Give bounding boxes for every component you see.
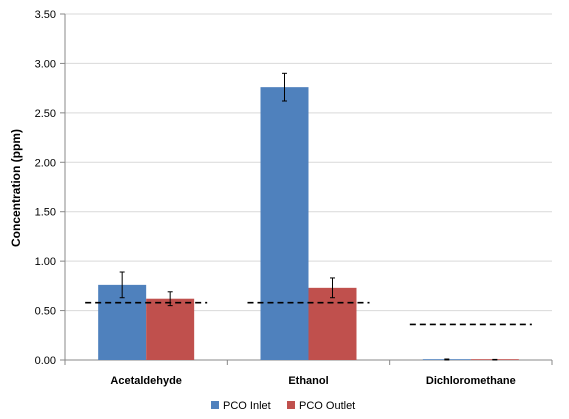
y-tick-label: 1.50: [35, 207, 56, 219]
y-tick-label: 2.50: [35, 108, 56, 120]
y-tick-label: 0.50: [35, 306, 56, 318]
error-bar: [492, 359, 497, 360]
y-tick-label: 3.50: [35, 9, 56, 21]
bar-pco-outlet: [309, 288, 357, 360]
error-bar: [444, 359, 449, 360]
legend-item: PCO Outlet: [287, 400, 355, 412]
legend-swatch: [287, 401, 295, 409]
y-axis-ticks: 0.00 0.50 1.00 1.50 2.00 2.50 3.00 3.50: [35, 9, 65, 367]
y-tick-label: 1.00: [35, 256, 56, 268]
x-category-label: Ethanol: [288, 375, 328, 387]
y-tick-label: 0.00: [35, 355, 56, 367]
legend-label: PCO Outlet: [299, 400, 355, 412]
x-category-label: Dichloromethane: [426, 375, 516, 387]
y-tick-label: 3.00: [35, 58, 56, 70]
bar-pco-inlet: [261, 87, 309, 360]
legend-swatch: [211, 401, 219, 409]
bar-pco-outlet: [146, 299, 194, 360]
x-category-label: Acetaldehyde: [110, 375, 182, 387]
legend-item: PCO Inlet: [211, 400, 271, 412]
bars: [98, 87, 519, 360]
legend: PCO Inlet PCO Outlet: [211, 400, 355, 412]
y-axis-title: Concentration (ppm): [9, 129, 23, 247]
y-tick-label: 2.00: [35, 157, 56, 169]
legend-label: PCO Inlet: [223, 400, 271, 412]
x-axis-categories: Acetaldehyde Ethanol Dichloromethane: [65, 360, 552, 387]
